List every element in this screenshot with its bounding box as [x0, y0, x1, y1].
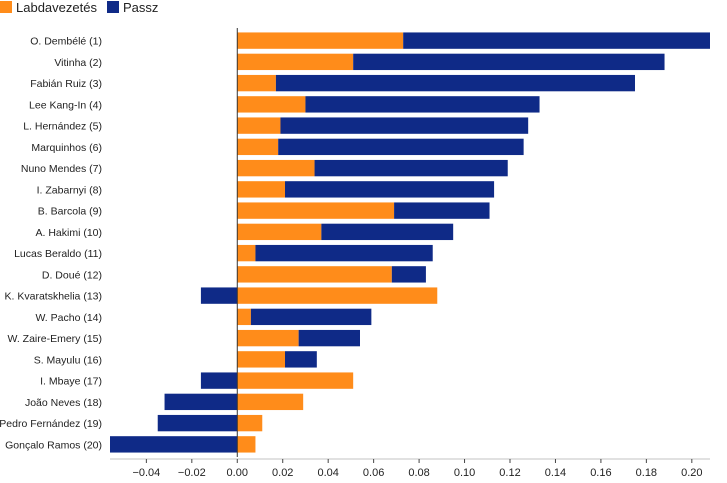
bar-labdavezetes-joao-neves-18 — [237, 393, 304, 411]
y-tick-label-s-mayulu-16: S. Mayulu (16) — [34, 354, 102, 366]
y-tick-label-d-doue-12: D. Doué (12) — [42, 269, 102, 281]
x-tick-label: 0.12 — [499, 467, 520, 479]
bar-passz-marquinhos-6 — [278, 138, 524, 156]
legend-label-passz: Passz — [122, 0, 159, 15]
bar-labdavezetes-pedro-fernandez-19 — [237, 414, 263, 432]
y-tick-label-pedro-fernandez-19: Pedro Fernández (19) — [0, 418, 102, 430]
x-tick-label: 0.16 — [590, 467, 611, 479]
bar-labdavezetes-w-zaire-emery-15 — [237, 329, 299, 347]
bar-passz-a-hakimi-10 — [321, 223, 454, 241]
bar-passz-lee-kang-in-4 — [305, 96, 540, 113]
legend-label-labdavezetes: Labdavezetés — [16, 0, 97, 15]
x-tick-label: 0.02 — [272, 467, 293, 479]
bar-labdavezetes-o-dembele-1 — [237, 32, 404, 49]
x-tick-label: 0.18 — [636, 467, 657, 479]
bar-labdavezetes-lucas-beraldo-11 — [237, 244, 256, 262]
bar-passz-b-barcola-9 — [394, 202, 490, 219]
bar-passz-w-zaire-emery-15 — [298, 329, 360, 347]
bar-passz-vitinha-2 — [353, 53, 665, 71]
legend-item-passz: Passz — [106, 0, 159, 15]
bar-labdavezetes-nuno-mendes-7 — [237, 159, 315, 177]
y-tick-label-i-zabarnyi-8: I. Zabarnyi (8) — [37, 184, 102, 196]
bar-passz-s-mayulu-16 — [285, 351, 317, 368]
bar-labdavezetes-marquinhos-6 — [237, 138, 279, 156]
bar-passz-pedro-fernandez-19 — [157, 414, 238, 432]
bar-passz-i-mbaye-17 — [200, 372, 238, 389]
bar-passz-w-pacho-14 — [250, 308, 372, 326]
y-tick-label-fabian-ruiz-3: Fabián Ruiz (3) — [30, 78, 102, 90]
legend-item-labdavezetes: Labdavezetés — [0, 0, 97, 15]
bar-passz-nuno-mendes-7 — [314, 159, 508, 177]
bar-labdavezetes-goncalo-ramos-20 — [237, 436, 256, 453]
bar-passz-lucas-beraldo-11 — [255, 244, 433, 262]
bar-passz-o-dembele-1 — [403, 32, 710, 49]
y-tick-label-w-pacho-14: W. Pacho (14) — [35, 312, 102, 324]
y-tick-label-nuno-mendes-7: Nuno Mendes (7) — [21, 163, 102, 175]
bar-passz-d-doue-12 — [391, 266, 426, 283]
y-tick-label-w-zaire-emery-15: W. Zaire-Emery (15) — [7, 333, 102, 345]
bar-passz-goncalo-ramos-20 — [110, 436, 238, 453]
bar-labdavezetes-d-doue-12 — [237, 266, 392, 283]
bar-labdavezetes-vitinha-2 — [237, 53, 354, 71]
x-tick-label: 0.00 — [227, 467, 248, 479]
x-tick-label: 0.10 — [454, 467, 475, 479]
bar-labdavezetes-i-mbaye-17 — [237, 372, 354, 389]
bar-passz-joao-neves-18 — [164, 393, 238, 411]
bar-labdavezetes-w-pacho-14 — [237, 308, 251, 326]
bar-passz-fabian-ruiz-3 — [275, 74, 635, 92]
bar-labdavezetes-s-mayulu-16 — [237, 351, 285, 368]
x-tick-label: 0.08 — [408, 467, 429, 479]
x-tick-label: 0.06 — [363, 467, 384, 479]
y-tick-label-b-barcola-9: B. Barcola (9) — [38, 206, 102, 218]
y-tick-label-i-mbaye-17: I. Mbaye (17) — [40, 376, 102, 388]
chart-legend: Labdavezetés Passz — [0, 0, 168, 15]
y-tick-label-lee-kang-in-4: Lee Kang-In (4) — [29, 99, 102, 111]
bar-labdavezetes-l-hernandez-5 — [237, 117, 281, 134]
y-tick-label-goncalo-ramos-20: Gonçalo Ramos (20) — [5, 439, 102, 451]
x-tick-label: 0.14 — [545, 467, 566, 479]
y-tick-label-joao-neves-18: João Neves (18) — [25, 397, 102, 409]
x-tick-label: 0.20 — [681, 467, 702, 479]
legend-swatch-passz — [106, 1, 119, 13]
y-tick-label-marquinhos-6: Marquinhos (6) — [31, 142, 102, 154]
bar-labdavezetes-i-zabarnyi-8 — [237, 181, 285, 198]
x-tick-label: −0.02 — [178, 467, 206, 479]
y-tick-label-lucas-beraldo-11: Lucas Beraldo (11) — [14, 248, 102, 260]
x-tick-label: −0.04 — [132, 467, 160, 479]
bar-labdavezetes-b-barcola-9 — [237, 202, 395, 219]
bar-passz-i-zabarnyi-8 — [285, 181, 495, 198]
bar-passz-l-hernandez-5 — [280, 117, 529, 134]
x-tick-label: 0.04 — [317, 467, 338, 479]
bar-labdavezetes-a-hakimi-10 — [237, 223, 322, 241]
y-tick-label-vitinha-2: Vitinha (2) — [54, 57, 102, 69]
bar-labdavezetes-lee-kang-in-4 — [237, 96, 306, 113]
y-tick-label-l-hernandez-5: L. Hernández (5) — [23, 121, 102, 133]
bar-passz-k-kvaratskhelia-13 — [200, 287, 238, 304]
bar-labdavezetes-fabian-ruiz-3 — [237, 74, 276, 92]
legend-swatch-labdavezetes — [0, 1, 12, 13]
bar-labdavezetes-k-kvaratskhelia-13 — [237, 287, 438, 304]
y-tick-label-o-dembele-1: O. Dembélé (1) — [30, 36, 102, 48]
y-tick-label-k-kvaratskhelia-13: K. Kvaratskhelia (13) — [5, 291, 102, 303]
y-tick-label-a-hakimi-10: A. Hakimi (10) — [35, 227, 102, 239]
